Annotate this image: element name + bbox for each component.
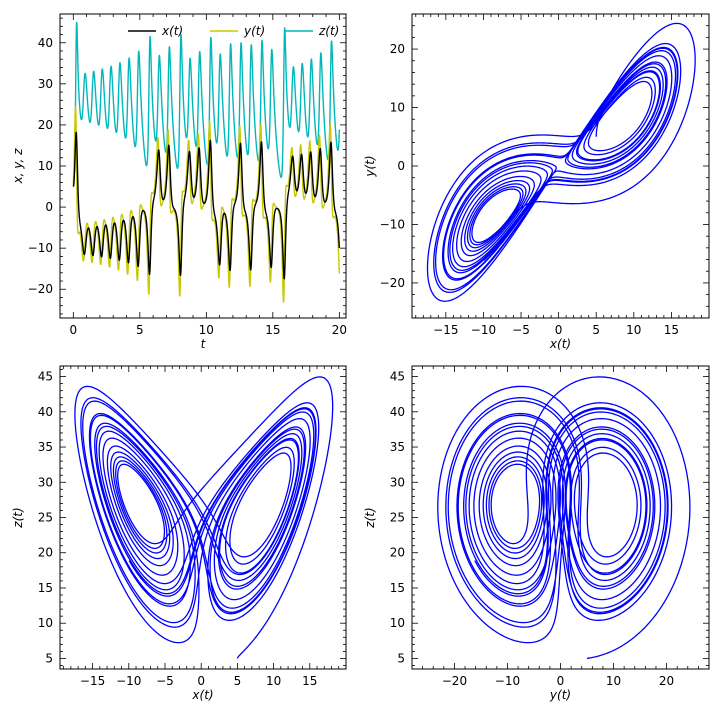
y-tick-label: 45 [390, 370, 405, 384]
x-tick-label: 0 [555, 323, 563, 337]
plot-frame [411, 13, 710, 319]
y-tick-label: 25 [38, 511, 53, 525]
y-axis-label: x, y, z [11, 148, 25, 185]
x-tick-label: 0 [69, 323, 77, 337]
y-tick-label: 20 [390, 546, 405, 560]
y-tick-label: 15 [390, 581, 405, 595]
y-tick-label: 45 [38, 370, 53, 384]
x-tick-label: 10 [626, 323, 641, 337]
y-tick-label: 35 [38, 440, 53, 454]
y-tick-label: 40 [390, 405, 405, 419]
x-tick-label: 5 [136, 323, 144, 337]
y-tick-label: 30 [38, 475, 53, 489]
y-tick-label: 40 [38, 405, 53, 419]
y-tick-label: 10 [390, 101, 405, 115]
x-tick-label: −10 [471, 323, 496, 337]
series-line-z [72, 21, 341, 188]
y-tick-label: 10 [38, 159, 53, 173]
plot-frame [59, 365, 347, 670]
x-axis-label: y(t) [549, 688, 571, 702]
y-tick-label: 30 [38, 77, 53, 91]
x-tick-label: 10 [266, 674, 281, 688]
y-tick-label: 40 [38, 36, 53, 50]
x-tick-label: 15 [302, 674, 317, 688]
y-tick-label: −10 [28, 241, 53, 255]
y-tick-label: 0 [397, 159, 405, 173]
x-tick-label: 15 [265, 323, 280, 337]
y-axis-label: y(t) [363, 155, 377, 177]
y-tick-label: 10 [38, 616, 53, 630]
trajectory-line [437, 376, 691, 660]
y-tick-label: 15 [38, 581, 53, 595]
x-tick-label: 0 [197, 674, 205, 688]
x-tick-label: −10 [495, 674, 520, 688]
y-tick-label: 10 [390, 616, 405, 630]
y-tick-label: 20 [38, 546, 53, 560]
x-tick-label: 20 [659, 674, 674, 688]
x-tick-label: 0 [557, 674, 565, 688]
y-axis-label: z(t) [11, 507, 25, 528]
x-tick-label: 10 [199, 323, 214, 337]
xy-phase-panel: −15 −10 −5 0 5 10 15 −20 −10 0 10 20 x(t) y(t) [363, 13, 710, 351]
y-tick-label: −10 [380, 217, 405, 231]
x-axis-label: x(t) [549, 337, 571, 351]
y-tick-label: 0 [45, 200, 53, 214]
y-tick-label: −20 [380, 276, 405, 290]
xz-phase-panel: −15 −10 −5 0 5 10 15 5 10 15 20 25 30 35 40 45 x(t) z(t) [11, 365, 347, 702]
x-tick-label: −5 [512, 323, 530, 337]
y-tick-label: 20 [38, 118, 53, 132]
x-tick-label: 20 [332, 323, 347, 337]
y-tick-label: 35 [390, 440, 405, 454]
legend-label: z(t) [318, 24, 339, 38]
yz-phase-panel: −20 −10 0 10 20 5 10 15 20 25 30 35 40 45 y(t) z(t) [363, 365, 710, 702]
x-tick-label: 5 [234, 674, 242, 688]
y-tick-label: 20 [390, 42, 405, 56]
trajectory-line [74, 376, 334, 659]
x-tick-label: 5 [592, 323, 600, 337]
x-axis-label: t [201, 337, 207, 351]
x-tick-label: −15 [80, 674, 105, 688]
plot-frame [59, 13, 347, 319]
series-line-x [72, 131, 341, 280]
y-tick-label: 5 [397, 651, 405, 665]
x-tick-label: 15 [664, 323, 679, 337]
x-tick-label: −10 [116, 674, 141, 688]
plot-frame [411, 365, 710, 670]
time-series-panel: 0 5 10 15 20 −20 −10 0 10 20 30 40 t x, y, z x(t) y(t) z… [11, 13, 347, 351]
trajectory-line [426, 22, 696, 302]
x-tick-label: −15 [433, 323, 458, 337]
legend-label: x(t) [161, 24, 183, 38]
legend-label: y(t) [243, 24, 265, 38]
x-axis-label: x(t) [191, 688, 213, 702]
y-tick-label: 30 [390, 475, 405, 489]
x-tick-label: −20 [442, 674, 467, 688]
y-tick-label: 25 [390, 511, 405, 525]
y-tick-label: 5 [45, 651, 53, 665]
y-tick-label: −20 [28, 282, 53, 296]
y-axis-label: z(t) [363, 507, 377, 528]
series-line-y [72, 106, 341, 303]
x-tick-label: −5 [156, 674, 174, 688]
x-tick-label: 10 [606, 674, 621, 688]
